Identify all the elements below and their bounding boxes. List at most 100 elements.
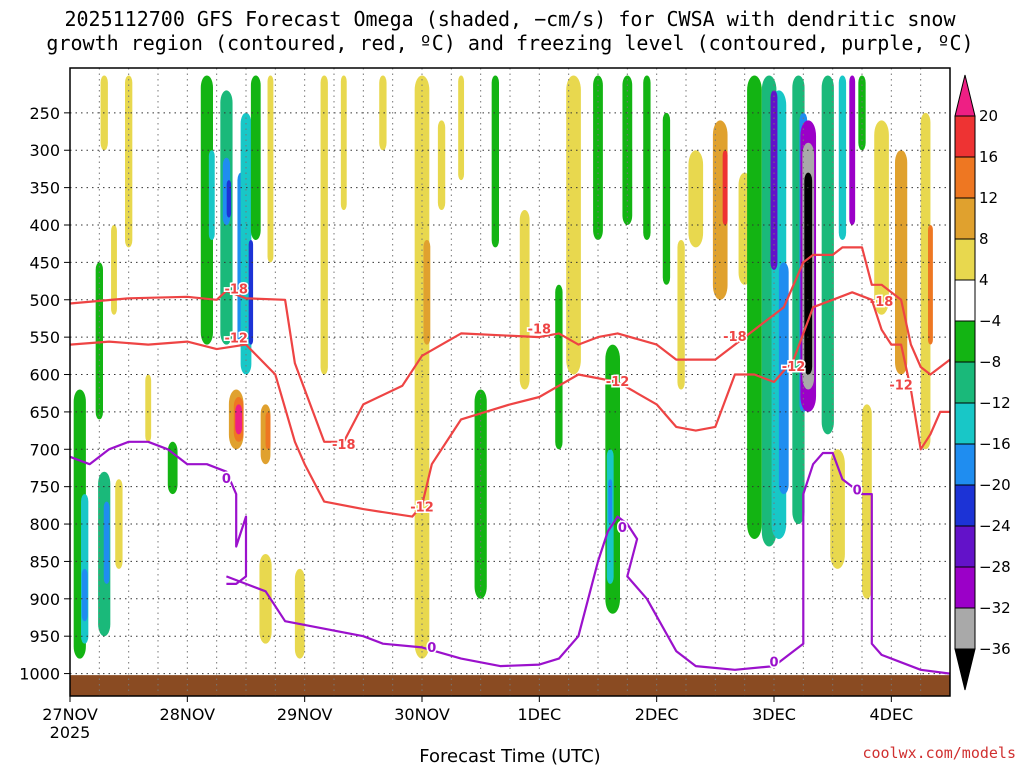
omega-patch-48 [677, 239, 685, 390]
x-axis-label: Forecast Time (UTC) [419, 746, 600, 767]
omega-patch-5 [103, 501, 110, 584]
y-tick-label-700: 700 [29, 440, 60, 459]
freezing-contour-line-1 [226, 451, 951, 675]
y-tick-label-550: 550 [29, 328, 60, 347]
chart-title-line-2: growth region (contoured, red, ºC) and f… [46, 31, 973, 55]
omega-patch-38 [519, 210, 530, 390]
omega-patch-24 [267, 75, 274, 263]
omega-patch-35 [458, 75, 465, 181]
dgz-contour-label-1-4: -12 [889, 379, 913, 394]
x-tick-label-6: 3DEC [752, 705, 796, 724]
x-tick-label-2: 29NOV [277, 705, 333, 724]
omega-patch-62 [804, 172, 813, 375]
omega-patch-34 [437, 120, 446, 211]
omega-patch-9 [115, 479, 123, 569]
freezing-contour-label-1-3: 0 [853, 483, 862, 498]
x-tick-label-0: 27NOV [42, 705, 98, 724]
colorbar-band-1 [954, 115, 976, 158]
y-tick-label-850: 850 [29, 552, 60, 571]
omega-patch-41 [593, 75, 603, 240]
colorbar-label-4: 4 [979, 271, 989, 289]
omega-patch-49 [688, 150, 704, 248]
omega-patch-69 [874, 120, 889, 315]
omega-patch-28 [294, 568, 305, 659]
freezing-contour-label-1-1: 0 [618, 521, 627, 536]
omega-patch-20 [250, 75, 261, 240]
y-tick-label-950: 950 [29, 627, 60, 646]
omega-patch-40 [566, 75, 581, 375]
colorbar-band-11 [954, 525, 976, 568]
omega-patch-36 [474, 389, 487, 599]
dgz-contour-label-0-3: -18 [723, 330, 747, 345]
y-tick-label-450: 450 [29, 253, 60, 272]
omega-patch-30 [340, 75, 347, 211]
dgz-contours: -18-18-18 -18-18-12-12-12-12-12 [69, 246, 951, 518]
colorbar-band-12 [954, 566, 976, 609]
y-tick-label-400: 400 [29, 216, 60, 235]
dgz-contour-label-1-1: -12 [410, 501, 434, 516]
colorbar-band-9 [954, 443, 976, 486]
omega-patch-7 [111, 225, 117, 315]
omega-patch-68 [862, 404, 872, 599]
y-tick-label-500: 500 [29, 291, 60, 310]
colorbar-label-12: −32 [979, 599, 1011, 617]
freezing-contours: 0 0 0 0 0 [69, 440, 951, 675]
dgz-contour-label-0-1: -18 [332, 438, 356, 453]
omega-patch-33 [423, 239, 431, 345]
y-tick-label-250: 250 [29, 104, 60, 123]
omega-patch-32 [414, 75, 430, 659]
omega-patch-26 [265, 411, 271, 450]
y-tick-label-600: 600 [29, 366, 60, 385]
omega-patch-12 [200, 75, 213, 345]
omega-patch-53 [747, 75, 762, 539]
y-tick-label-300: 300 [29, 141, 60, 160]
chart-title-line-1: 2025112700 GFS Forecast Omega (shaded, −… [64, 7, 956, 31]
dgz-contour-label-0-2: -18 [528, 323, 552, 338]
omega-patch-27 [259, 553, 272, 644]
dgz-contour-label-1-3: -12 [782, 360, 806, 375]
freezing-contour-label-0-0: 0 [222, 472, 231, 487]
omega-patch-39 [555, 284, 563, 450]
omega-patch-37 [491, 75, 499, 248]
colorbar-band-10 [954, 484, 976, 527]
x-tick-label-7: 4DEC [869, 705, 913, 724]
colorbar-band-0 [954, 74, 976, 117]
colorbar-label-7: −12 [979, 394, 1011, 412]
colorbar-label-1: 16 [979, 148, 998, 166]
colorbar-label-5: −4 [979, 312, 1001, 330]
colorbar-band-13 [954, 607, 976, 650]
freezing-contour-label-1-0: 0 [427, 641, 436, 656]
dgz-contour-label-1-0: -12 [224, 332, 248, 347]
colorbar-band-6 [954, 320, 976, 363]
omega-patch-71 [920, 112, 931, 450]
y-axis: 250 300 350 400 450 500 550 600 650 700 750 800 850 9… [19, 104, 70, 684]
freezing-contour-label-1-2: 0 [769, 655, 778, 670]
colorbar-band-7 [954, 361, 976, 404]
colorbar-band-5 [954, 279, 976, 322]
omega-patch-13 [208, 150, 215, 240]
y-tick-label-800: 800 [29, 515, 60, 534]
y-tick-label-650: 650 [29, 403, 60, 422]
colorbar-band-2 [954, 156, 976, 199]
x-tick-label-1: 28NOV [160, 705, 216, 724]
omega-patch-10 [145, 374, 152, 442]
dgz-contour-label-1-2: -12 [606, 375, 630, 390]
colorbar-band-14 [954, 648, 976, 691]
dgz-contour-line-1 [69, 291, 950, 518]
grid-lines [70, 68, 950, 696]
omega-patch-72 [928, 225, 933, 345]
plot-frame [69, 67, 951, 697]
omega-patch-3 [95, 262, 103, 420]
terrain-fill [70, 675, 950, 696]
dgz-contour-label-0-0: -18 [224, 282, 248, 297]
omega-patch-23 [235, 404, 243, 435]
colorbar-label-10: −24 [979, 517, 1011, 535]
omega-patch-2 [81, 568, 88, 622]
omega-patch-56 [770, 90, 778, 270]
omega-patch-16 [226, 180, 232, 218]
omega-patch-67 [830, 449, 845, 569]
freezing-contour-line-0 [69, 440, 248, 585]
y-tick-label-350: 350 [29, 179, 60, 198]
colorbar-band-8 [954, 402, 976, 445]
